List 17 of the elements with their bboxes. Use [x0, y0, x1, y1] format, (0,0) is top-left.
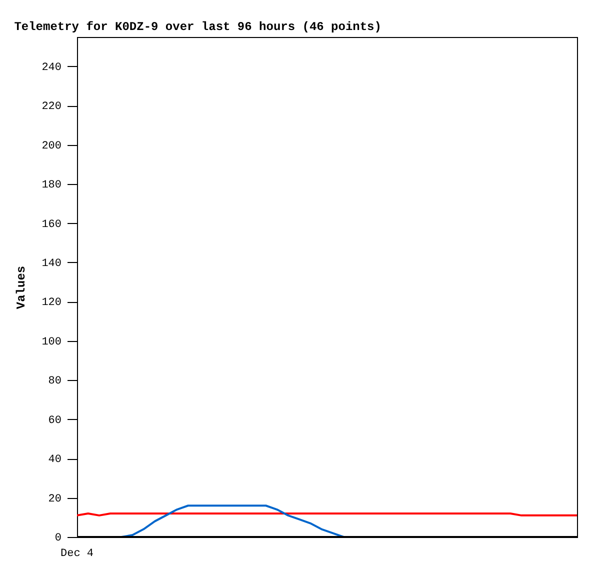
y-tick-label: 140: [42, 258, 62, 270]
y-tick-label: 80: [48, 376, 62, 388]
text: Dec 4: [60, 548, 94, 560]
y-tick-label: 100: [42, 336, 62, 348]
y-tick-label: 180: [42, 180, 62, 192]
y-tick-label: 60: [48, 414, 62, 427]
y-tick-label: 20: [48, 493, 62, 506]
chart-title: Telemetry for K0DZ-9 over last 96 hours (46 points): [14, 20, 382, 34]
y-tick-label: 0: [54, 532, 62, 544]
y-tick-label: 200: [42, 140, 62, 152]
line-series: [120, 504, 345, 537]
y-tick-label: 220: [42, 101, 62, 114]
y-tick-label: 40: [48, 454, 62, 466]
y-tick-label: 160: [42, 218, 62, 231]
y-tick-label: 120: [42, 297, 62, 310]
y-tick-label: 240: [42, 62, 62, 74]
y-axis-title: Values: [14, 266, 29, 310]
